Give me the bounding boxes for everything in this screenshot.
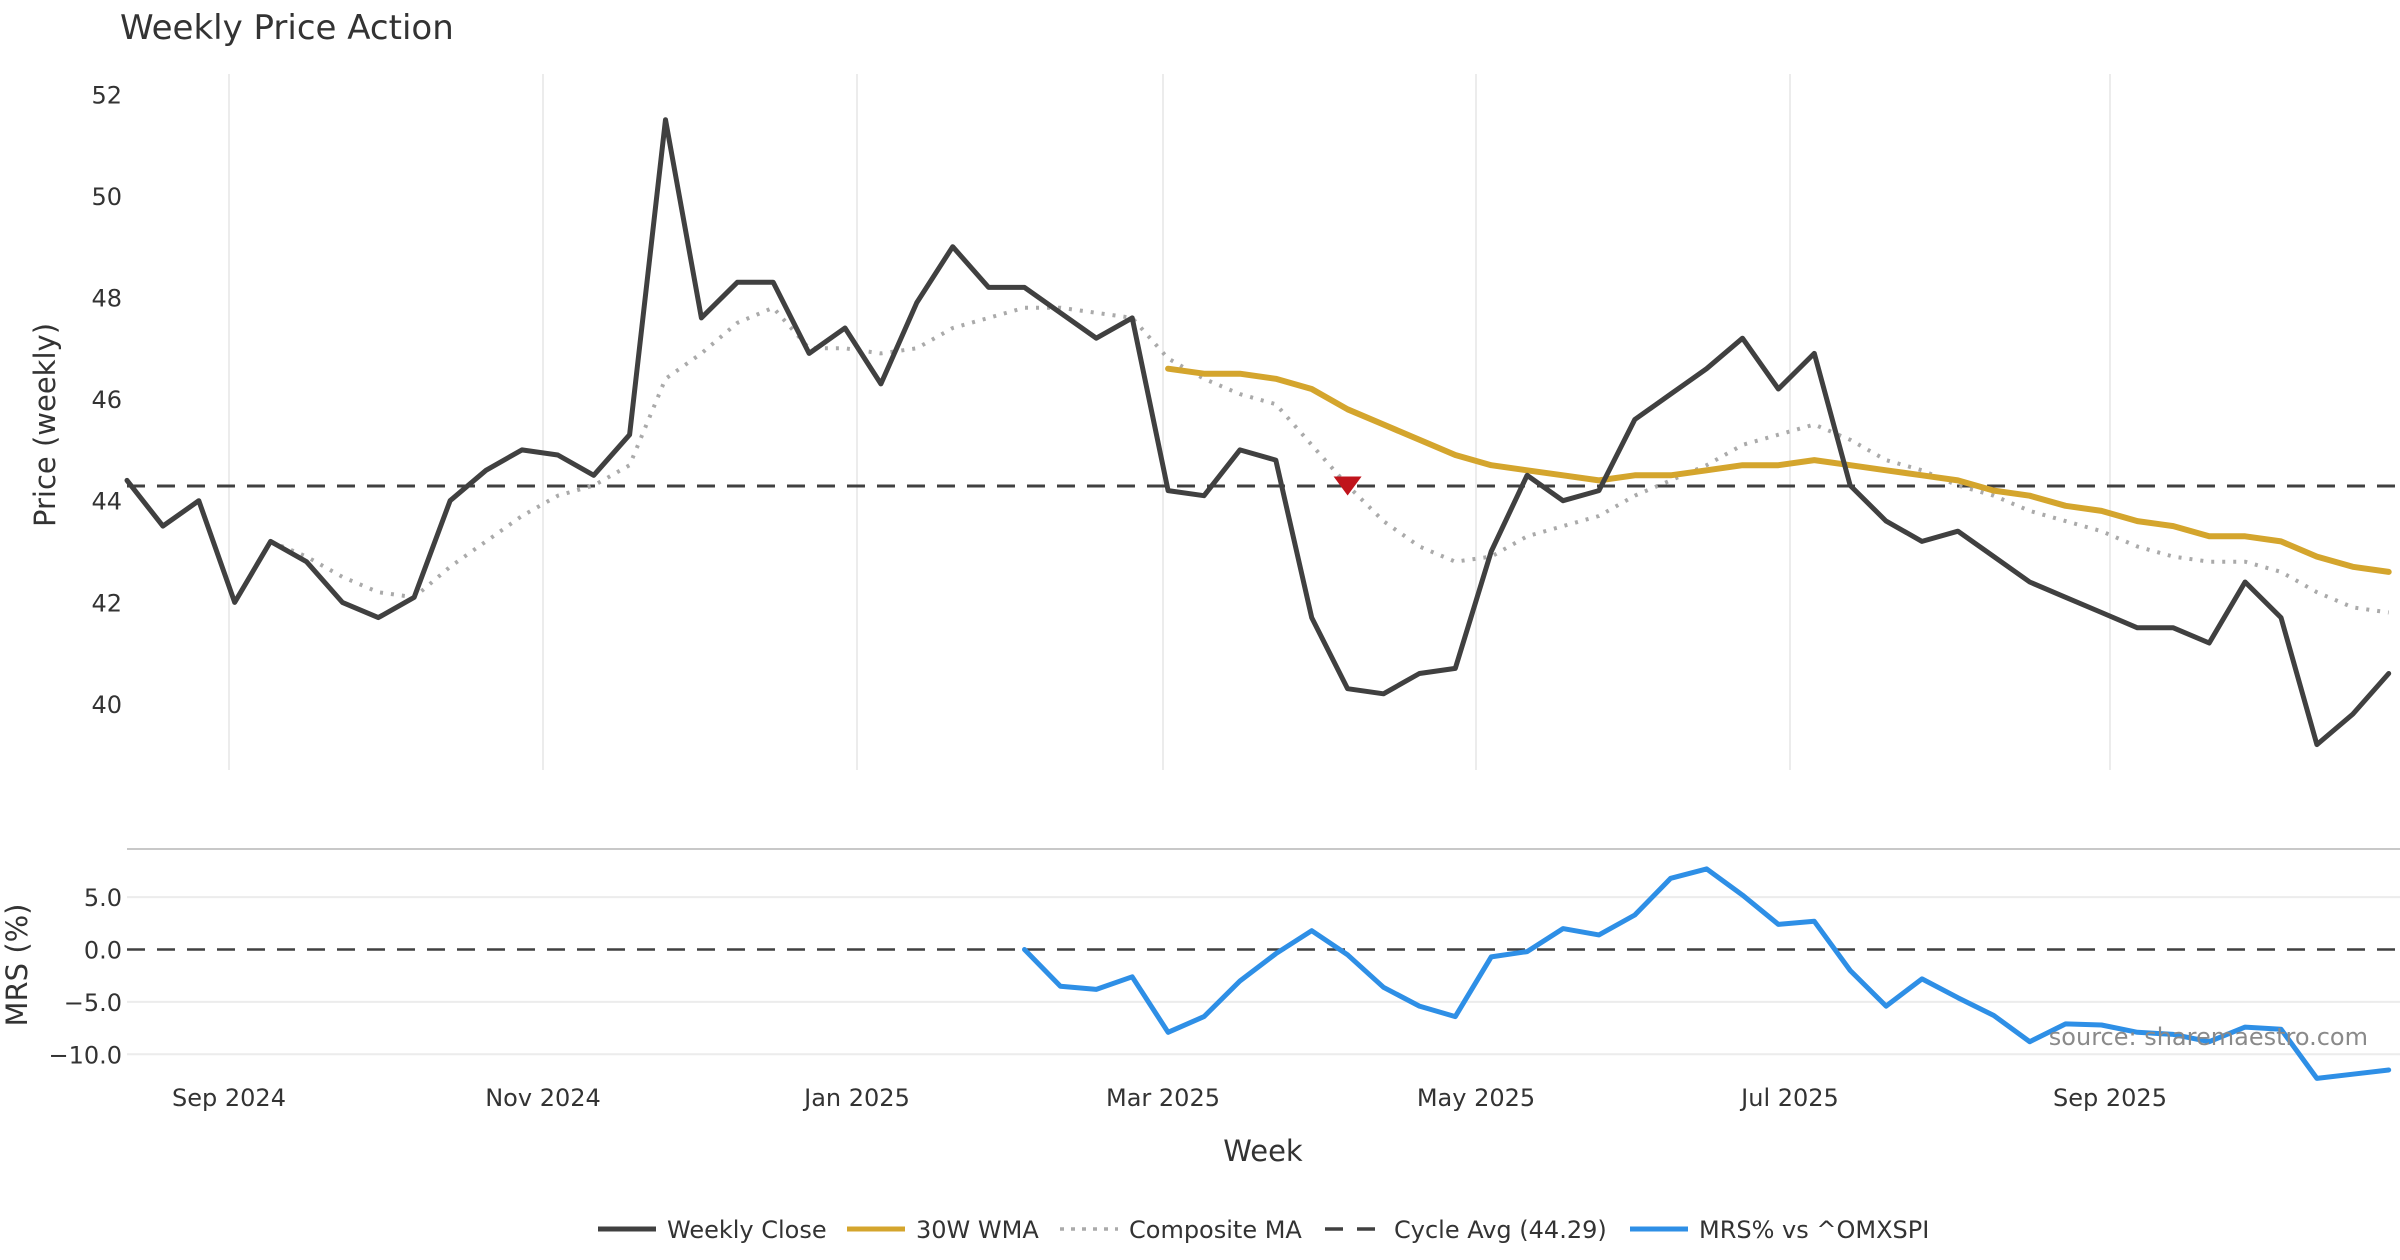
x-tick-label: May 2025 <box>1417 1084 1535 1112</box>
legend-entry: MRS% vs ^OMXSPI <box>1630 1216 1929 1244</box>
mrs-ytick-label: 0.0 <box>84 937 122 965</box>
mrs-ytick-label: −10.0 <box>48 1041 122 1069</box>
legend-entry: 30W WMA <box>847 1216 1039 1244</box>
chart-title: Weekly Price Action <box>120 8 454 48</box>
legend-entry: Composite MA <box>1060 1216 1302 1244</box>
signal-marker <box>1333 476 1362 496</box>
price-ytick-label: 46 <box>91 386 122 414</box>
price-y-axis-label: Price (weekly) <box>28 323 62 527</box>
mrs-ytick-label: 5.0 <box>84 884 122 912</box>
mrs-series <box>127 866 2400 1081</box>
x-ticks: Sep 2024 Nov 2024 Jan 2025 Mar 2025 May 2025… <box>172 1084 2167 1112</box>
x-tick-label: Jul 2025 <box>1739 1084 1839 1112</box>
price-series <box>124 117 2400 748</box>
legend-entry: Weekly Close <box>598 1216 827 1244</box>
legend-label: Composite MA <box>1129 1216 1302 1244</box>
series-weekly-close <box>124 117 2392 748</box>
price-gridlines <box>228 74 2111 770</box>
x-tick-label: Sep 2025 <box>2053 1084 2167 1112</box>
source-note: source: sharemaestro.com <box>2049 1023 2368 1051</box>
mrs-y-ticks: −10.0 −5.0 0.0 5.0 <box>48 884 122 1069</box>
series-composite-ma <box>269 305 2389 615</box>
x-axis-label: Week <box>1223 1134 1303 1168</box>
price-ytick-label: 50 <box>91 183 122 211</box>
x-tick-label: Nov 2024 <box>485 1084 601 1112</box>
mrs-ytick-label: −5.0 <box>64 989 122 1017</box>
x-tick-label: Sep 2024 <box>172 1084 286 1112</box>
price-ytick-label: 42 <box>91 589 122 617</box>
x-tick-label: Jan 2025 <box>802 1084 910 1112</box>
price-ytick-label: 48 <box>91 285 122 313</box>
mrs-y-axis-label: MRS (%) <box>0 904 34 1027</box>
legend-label: Cycle Avg (44.29) <box>1394 1216 1607 1244</box>
legend-label: MRS% vs ^OMXSPI <box>1699 1216 1929 1244</box>
price-ytick-label: 44 <box>91 488 122 516</box>
series-30w-wma <box>1165 365 2392 575</box>
legend: Weekly Close 30W WMA Composite MA Cycle Avg… <box>598 1216 1929 1244</box>
price-y-ticks: 40 42 44 46 48 50 52 <box>91 81 122 719</box>
legend-entry: Cycle Avg (44.29) <box>1325 1216 1607 1244</box>
legend-label: 30W WMA <box>916 1216 1039 1244</box>
x-tick-label: Mar 2025 <box>1106 1084 1220 1112</box>
price-ytick-label: 40 <box>91 691 122 719</box>
price-ytick-label: 52 <box>91 81 122 109</box>
series-mrs-vs-omxspi <box>1022 866 2392 1081</box>
mrs-gridlines <box>127 896 2400 1056</box>
legend-label: Weekly Close <box>667 1216 827 1244</box>
